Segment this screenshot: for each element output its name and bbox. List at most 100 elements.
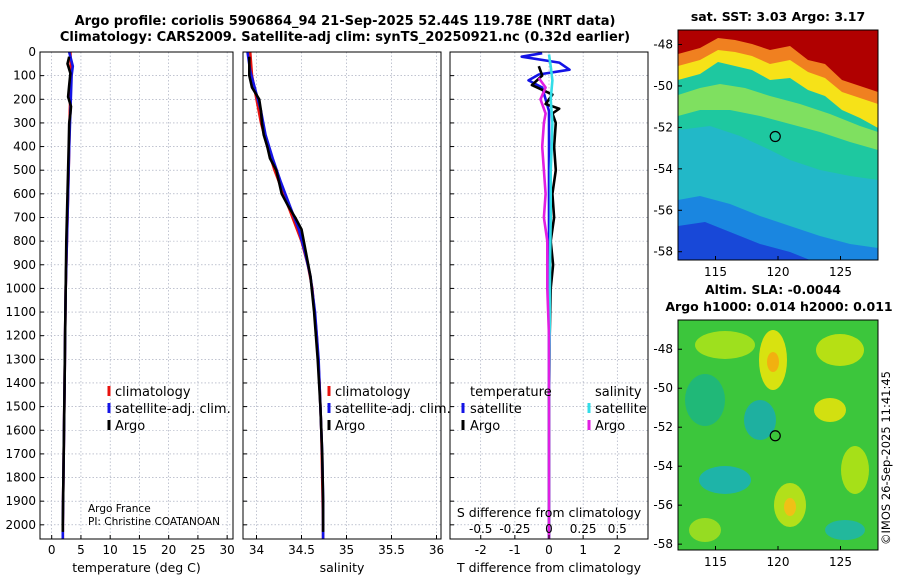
imos-timestamp: ©IMOS 26-Sep-2025 11:41:45 bbox=[879, 371, 893, 545]
series-group bbox=[246, 52, 325, 539]
sla-blob bbox=[816, 334, 864, 366]
secondary-x-tick-label: 0.5 bbox=[608, 522, 627, 536]
title-line-2: Climatology: CARS2009. Satellite-adj cli… bbox=[59, 30, 631, 45]
y-tick-label: 1200 bbox=[5, 329, 36, 343]
sla-blob bbox=[685, 374, 725, 426]
legend-label: Argo bbox=[470, 419, 500, 434]
sla-blob bbox=[695, 331, 755, 359]
x-tick-label: 10 bbox=[103, 543, 118, 557]
y-tick-label: -52 bbox=[653, 120, 673, 134]
argo-position-marker bbox=[769, 430, 781, 442]
legend-label: climatology bbox=[335, 385, 411, 400]
x-tick-label: 15 bbox=[132, 543, 147, 557]
x-tick-label: 0 bbox=[545, 543, 553, 557]
sla-blob bbox=[689, 518, 721, 542]
axes-frame bbox=[39, 51, 234, 540]
legend-label: satellite bbox=[595, 402, 647, 417]
sla-blob bbox=[814, 398, 846, 422]
y-tick-label: 1500 bbox=[5, 400, 36, 414]
y-tick-label: 300 bbox=[13, 116, 36, 130]
sla-map-title: Altim. SLA: -0.0044 bbox=[705, 282, 841, 297]
argo-position-marker bbox=[769, 130, 781, 143]
legend-label: Argo bbox=[335, 419, 365, 434]
x-tick-label: 115 bbox=[704, 265, 727, 279]
y-tick-label: 1700 bbox=[5, 447, 36, 461]
x-tick-label: 125 bbox=[829, 555, 852, 569]
x-tick-label: 35.5 bbox=[378, 543, 405, 557]
y-tick-label: 1600 bbox=[5, 423, 36, 437]
pi-label: PI: Christine COATANOAN bbox=[88, 516, 220, 528]
x-tick-label: 25 bbox=[190, 543, 205, 557]
x-tick-label: 35 bbox=[339, 543, 354, 557]
x-tick-label: 34 bbox=[249, 543, 264, 557]
y-tick-label: 0 bbox=[28, 45, 36, 59]
y-tick-label: 1100 bbox=[5, 305, 36, 319]
sla-blob bbox=[744, 400, 776, 440]
y-tick-label: 900 bbox=[13, 258, 36, 272]
x-tick-label: 125 bbox=[829, 265, 852, 279]
legend-title-salinity: salinity bbox=[595, 385, 642, 400]
sla-blob bbox=[767, 352, 779, 372]
secondary-x-tick-label: -0.5 bbox=[469, 522, 492, 536]
y-tick-label: 500 bbox=[13, 163, 36, 177]
legend-label: Argo bbox=[115, 419, 145, 434]
series-group bbox=[61, 52, 75, 539]
series-line-argo bbox=[248, 56, 325, 532]
sla-blob bbox=[841, 446, 869, 494]
source-label: Argo France bbox=[88, 503, 151, 515]
legend-label: satellite-adj. clim. bbox=[115, 402, 231, 417]
y-tick-label: 1300 bbox=[5, 352, 36, 366]
x-tick-label: 115 bbox=[704, 555, 727, 569]
axes-frame bbox=[242, 51, 442, 540]
series-line-salinity-argo bbox=[537, 77, 551, 539]
x-tick-label: 30 bbox=[220, 543, 235, 557]
y-tick-label: -58 bbox=[653, 245, 673, 259]
sst-hot-region bbox=[678, 30, 878, 92]
legend-title-temperature: temperature bbox=[470, 385, 552, 400]
y-tick-label: 1900 bbox=[5, 494, 36, 508]
y-tick-label: -50 bbox=[653, 381, 673, 395]
figure-title: Argo profile: coriolis 5906864_94 21-Sep… bbox=[0, 14, 690, 46]
y-tick-label: 1800 bbox=[5, 471, 36, 485]
x-tick-label: 36 bbox=[429, 543, 444, 557]
x-tick-label: -2 bbox=[475, 543, 487, 557]
sst-band-green bbox=[678, 84, 878, 150]
y-tick-label: -56 bbox=[653, 203, 673, 217]
temperature-profile: 0 5 10 15 20 25 300100200300400500600700800900… bbox=[5, 45, 234, 575]
x-tick-label: 120 bbox=[767, 265, 790, 279]
y-tick-label: 600 bbox=[13, 187, 36, 201]
series-line-argo bbox=[61, 56, 73, 532]
y-tick-label: 2000 bbox=[5, 518, 36, 532]
sla-map-subtitle: Argo h1000: 0.014 h2000: 0.011 bbox=[665, 299, 892, 314]
x-tick-label: 2 bbox=[613, 543, 621, 557]
x-tick-label: 0 bbox=[48, 543, 56, 557]
x-axis-label: temperature (deg C) bbox=[72, 560, 201, 575]
x-axis-label: T difference from climatology bbox=[456, 560, 642, 575]
y-tick-label: -54 bbox=[653, 459, 673, 473]
series-line-temperature-argo bbox=[530, 65, 561, 539]
x-tick-label: 20 bbox=[161, 543, 176, 557]
x-axis-label: salinity bbox=[320, 560, 365, 575]
sla-map: Altim. SLA: -0.0044 Argo h1000: 0.014 h2… bbox=[653, 282, 892, 569]
y-tick-label: 1000 bbox=[5, 281, 36, 295]
y-tick-label: 100 bbox=[13, 69, 36, 83]
series-group bbox=[520, 52, 571, 539]
y-tick-label: 800 bbox=[13, 234, 36, 248]
x-tick-label: 1 bbox=[579, 543, 587, 557]
sla-blob bbox=[699, 466, 751, 494]
sla-blob bbox=[825, 520, 865, 540]
y-tick-label: -54 bbox=[653, 162, 673, 176]
legend-label: Argo bbox=[595, 419, 625, 434]
sst-map: sat. SST: 3.03 Argo: 3.17 115 120 125 -48 -5… bbox=[653, 9, 879, 279]
legend-label: satellite-adj. clim. bbox=[335, 402, 451, 417]
sst-band-deep bbox=[678, 222, 810, 260]
secondary-x-tick-label: 0.25 bbox=[570, 522, 597, 536]
y-tick-label: 1400 bbox=[5, 376, 36, 390]
x-tick-label: 120 bbox=[767, 555, 790, 569]
x-tick-label: 5 bbox=[77, 543, 85, 557]
sst-map-title: sat. SST: 3.03 Argo: 3.17 bbox=[691, 9, 865, 24]
secondary-x-tick-label: 0 bbox=[545, 522, 553, 536]
y-tick-label: -50 bbox=[653, 79, 673, 93]
y-tick-label: 700 bbox=[13, 210, 36, 224]
